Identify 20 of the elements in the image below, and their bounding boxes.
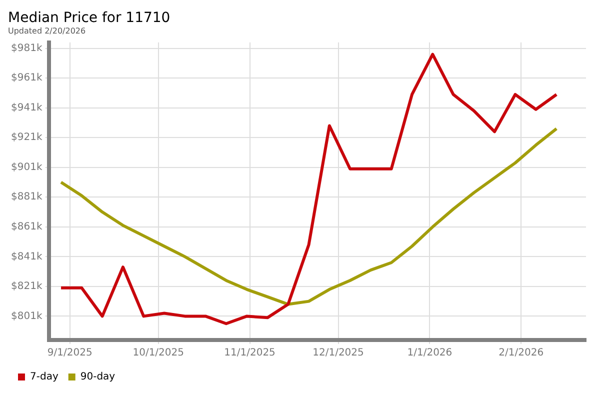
x-tick-label: 11/1/2025	[224, 348, 276, 359]
legend-label: 7-day	[30, 372, 58, 383]
y-tick-label: $801k	[10, 310, 42, 322]
x-tick-label: 2/1/2026	[498, 348, 544, 359]
y-tick-label: $821k	[10, 281, 42, 292]
y-tick-label: $841k	[10, 251, 42, 262]
y-tick-label: $941k	[10, 102, 42, 114]
y-tick-label: $881k	[10, 192, 42, 203]
y-tick-label: $901k	[10, 162, 42, 173]
chart-title: Median Price for 11710	[8, 10, 170, 26]
x-tick-label: 12/1/2025	[312, 348, 364, 359]
y-tick-label: $961k	[10, 72, 42, 84]
y-tick-label: $981k	[10, 42, 42, 54]
x-tick-label: 10/1/2025	[132, 348, 184, 359]
y-tick-label: $921k	[10, 132, 42, 144]
x-tick-label: 1/1/2026	[407, 348, 452, 359]
legend-label: 90-day	[80, 372, 116, 383]
y-tick-label: $861k	[10, 222, 42, 233]
chart-subtitle: Updated 2/20/2026	[8, 26, 86, 36]
x-tick-label: 9/1/2025	[47, 348, 92, 359]
